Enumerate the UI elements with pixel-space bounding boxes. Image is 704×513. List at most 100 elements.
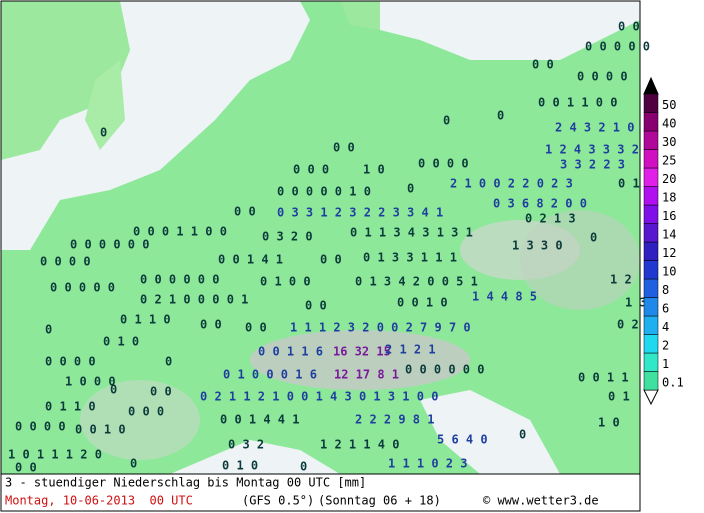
precip-value: 2 1 0 0 2 2 0 2 3 (450, 177, 573, 191)
precip-value: 0 (497, 109, 504, 123)
precip-value: 0 0 1 0 (75, 423, 126, 437)
precip-value: 0 (300, 460, 307, 474)
baltic-sea (380, 1, 640, 60)
precip-value: 1 2 1 1 4 0 (320, 438, 399, 452)
precip-value: 0 1 (608, 390, 630, 404)
colorbar-label: 8 (662, 283, 669, 297)
colorbar-label: 40 (662, 117, 676, 131)
precip-value: 2 1 2 1 (385, 343, 436, 357)
colorbar-label: 12 (662, 246, 676, 260)
colorbar-segment (643, 130, 659, 150)
adriatic-sea (420, 390, 560, 474)
precip-value: 0 0 0 0 0 (50, 281, 115, 295)
footer-run: (Sonntag 06 + 18) (318, 494, 441, 508)
colorbar-label: 1 (662, 357, 669, 371)
precip-value: 0 0 0 0 0 0 (405, 363, 484, 377)
colorbar-label: 30 (662, 135, 676, 149)
colorbar-label: 18 (662, 191, 676, 205)
precip-value: 0 1 (618, 177, 640, 191)
precip-value: 3 3 2 2 3 (560, 158, 625, 172)
mediterranean (170, 440, 340, 474)
precip-value: 16 32 15 (333, 345, 391, 359)
colorbar-label: 25 (662, 154, 676, 168)
colorbar-segment (643, 334, 659, 354)
precip-value: 0 3 2 (228, 438, 264, 452)
precip-value: 0 (165, 355, 172, 369)
precip-value: 0 0 (200, 318, 222, 332)
colorbar-label: 6 (662, 302, 669, 316)
colorbar-segment (643, 278, 659, 298)
precip-value: 0 1 1 3 4 3 1 3 1 (350, 226, 473, 240)
precip-value: 0 (110, 383, 117, 397)
precip-value: 0 0 (150, 385, 172, 399)
colorbar-segment (643, 241, 659, 261)
precip-value: 1 0 (598, 416, 620, 430)
precip-value: 0 0 0 0 0 0 (140, 273, 219, 287)
precip-value: 1 0 0 0 (65, 375, 116, 389)
precip-value: 0 0 0 0 0 (585, 40, 650, 54)
colorbar-label: 14 (662, 228, 676, 242)
precip-value: 0 (45, 323, 52, 337)
precip-value: 0 0 1 1 0 0 (538, 96, 617, 110)
colorbar-segment (643, 352, 659, 372)
footer-description: 3 - stuendiger Niederschlag bis Montag 0… (5, 476, 366, 490)
precip-value: 0 0 0 0 (15, 420, 66, 434)
precip-value: 0 1 0 0 0 1 6 (223, 368, 317, 382)
britain-east (85, 60, 125, 150)
precip-value: 0 0 0 (128, 405, 164, 419)
precip-value: 0 (130, 457, 137, 471)
precip-value: 0 0 (15, 461, 37, 475)
precip-value: 0 0 (618, 20, 640, 34)
colorbar-segment (643, 315, 659, 335)
colorbar-segment (643, 149, 659, 169)
precip-value: 1 0 1 1 1 2 0 (8, 448, 102, 462)
colorbar-segment (643, 186, 659, 206)
precip-value: 0 2 1 3 (525, 212, 576, 226)
precip-value: 0 3 2 0 (262, 230, 313, 244)
precip-value: 0 0 0 0 (45, 355, 96, 369)
footer-frame (0, 473, 641, 512)
precip-value: 0 0 0 0 0 0 (70, 238, 149, 252)
colorbar-segment (643, 167, 659, 187)
precip-value: 2 2 2 9 8 1 (355, 413, 434, 427)
footer-date: Montag, 10-06-2013 00 UTC (5, 494, 193, 508)
colorbar-segment (643, 260, 659, 280)
precip-value: 0 (100, 126, 107, 140)
precip-value: 1 2 (610, 273, 632, 287)
precip-value: 0 1 1 0 (45, 400, 96, 414)
precip-value: 0 1 3 3 1 1 1 (363, 251, 457, 265)
precip-value: 0 (443, 114, 450, 128)
footer-credit: © www.wetter3.de (483, 494, 599, 508)
colorbar-segment (643, 223, 659, 243)
precip-value: 0 0 (234, 205, 256, 219)
precip-value: 1 3 3 0 (512, 239, 563, 253)
precip-value: 1 2 4 3 3 3 2 (545, 143, 639, 157)
precip-value: 0 0 1 1 6 (258, 345, 323, 359)
precip-value: 0 2 1 0 0 0 0 1 (140, 293, 248, 307)
precip-value: 0 3 6 8 2 0 0 (493, 197, 587, 211)
precip-value: 0 3 3 1 2 3 2 2 3 3 4 1 (277, 206, 443, 220)
precip-value: 1 3 (625, 296, 647, 310)
mountains-east (520, 210, 640, 310)
precip-value: 0 0 (245, 321, 267, 335)
precip-value: 0 0 (305, 299, 327, 313)
precip-value: 2 4 3 2 1 0 (555, 121, 634, 135)
precip-value: 0 2 (617, 318, 639, 332)
precip-value: 0 1 1 0 (120, 313, 171, 327)
precip-value: 0 0 (532, 58, 554, 72)
colorbar-label: 4 (662, 320, 669, 334)
colorbar-segment (643, 204, 659, 224)
precip-value: 0 0 0 0 0 1 0 (277, 185, 371, 199)
precip-value: 5 6 4 0 (437, 433, 488, 447)
precip-value: 12 17 8 1 (334, 368, 399, 382)
precip-value: 0 1 3 4 2 0 0 5 1 (355, 275, 478, 289)
precip-value: 0 0 1 0 (397, 296, 448, 310)
britain (1, 1, 130, 160)
colorbar-label: 2 (662, 339, 669, 353)
colorbar-segment (643, 112, 659, 132)
precip-value: 1 1 1 0 2 3 (388, 457, 467, 471)
precip-value: 0 1 0 0 (260, 275, 311, 289)
